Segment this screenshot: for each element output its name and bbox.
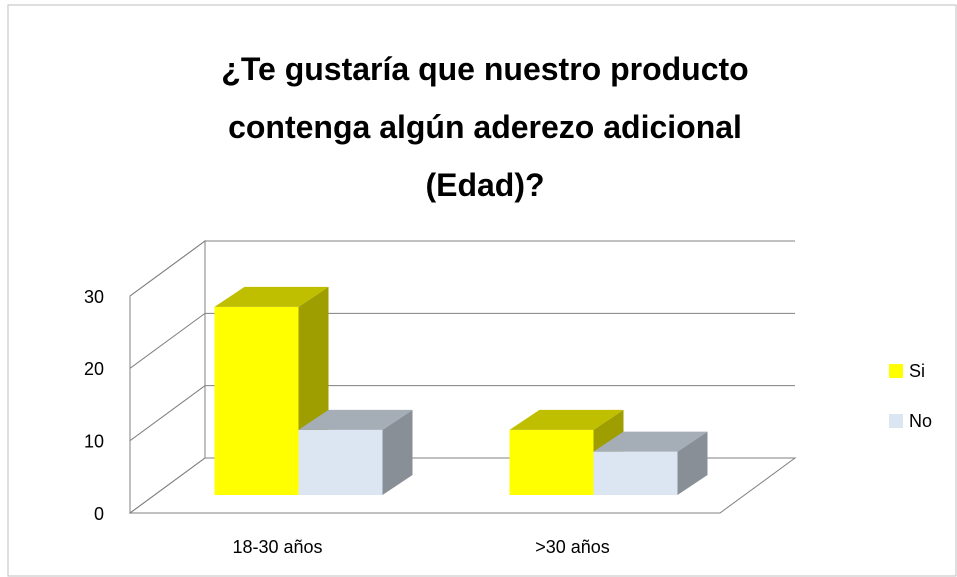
bar-top xyxy=(214,286,329,307)
x-tick-label: 18-30 años xyxy=(232,537,322,557)
bar-side xyxy=(677,431,708,495)
bar-side xyxy=(382,409,413,495)
legend-label: Si xyxy=(909,361,925,381)
grid-line xyxy=(129,385,795,442)
side-wall xyxy=(129,240,206,513)
bar-top xyxy=(593,431,708,452)
bar-front xyxy=(593,451,678,495)
bar-front xyxy=(214,306,299,495)
bar xyxy=(298,409,413,495)
legend-swatch xyxy=(889,414,903,428)
legend-swatch xyxy=(889,364,903,378)
bar xyxy=(593,431,708,495)
bar-front xyxy=(509,429,594,495)
x-tick-label: >30 años xyxy=(535,537,610,557)
legend-label: No xyxy=(909,411,932,431)
y-tick-label: 10 xyxy=(84,431,104,451)
chart-border xyxy=(7,4,957,577)
grid-line xyxy=(129,312,795,369)
grid-line xyxy=(129,240,795,297)
bar-top xyxy=(298,409,413,430)
bar-front xyxy=(298,429,383,495)
y-tick-label: 30 xyxy=(84,287,104,307)
chart-title: ¿Te gustaría que nuestro producto conten… xyxy=(221,51,749,203)
y-tick-label: 0 xyxy=(94,504,104,524)
bar-top xyxy=(509,409,624,430)
y-tick-label: 20 xyxy=(84,359,104,379)
